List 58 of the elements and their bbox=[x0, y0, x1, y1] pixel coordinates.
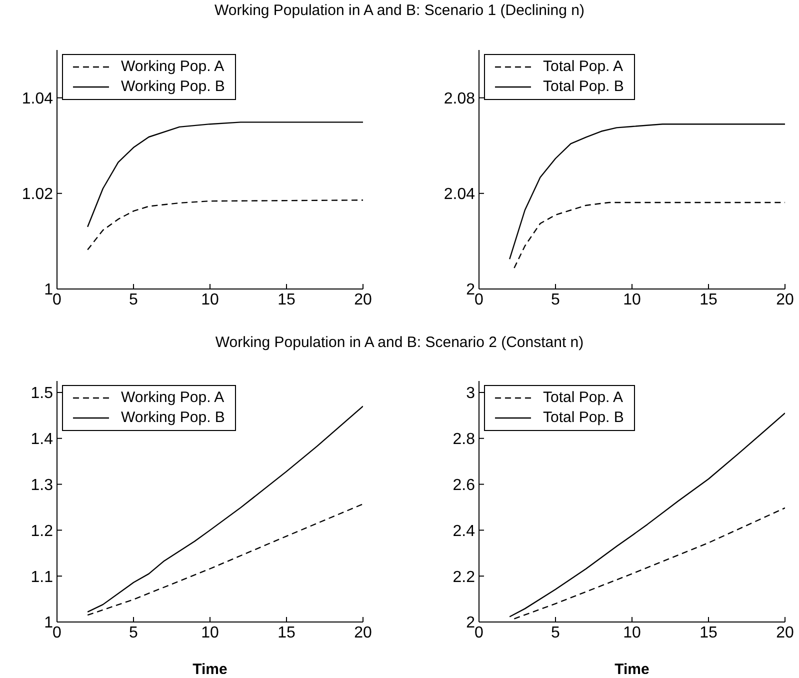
y-tick-label: 2.6 bbox=[452, 476, 476, 494]
x-axis-title: Time bbox=[192, 661, 228, 678]
x-tick-label: 5 bbox=[129, 624, 138, 642]
y-tick-label: 2.4 bbox=[452, 522, 476, 540]
y-tick-label: 2 bbox=[466, 282, 476, 299]
line-series bbox=[87, 406, 363, 612]
y-tick-label: 1 bbox=[44, 614, 54, 632]
legend-label: Working Pop. B bbox=[121, 77, 225, 97]
y-tick-label: 2.8 bbox=[452, 431, 476, 448]
x-tick-label: 0 bbox=[474, 291, 484, 308]
y-tick-label: 1.1 bbox=[30, 568, 54, 586]
line-series bbox=[87, 503, 363, 616]
line-series bbox=[509, 123, 785, 260]
legend-label: Working Pop. B bbox=[121, 408, 225, 428]
y-tick-label: 1 bbox=[44, 282, 54, 299]
legend-label: Total Pop. A bbox=[543, 388, 624, 408]
line-series bbox=[514, 202, 785, 269]
legend-label: Total Pop. A bbox=[543, 57, 624, 77]
x-tick-label: 0 bbox=[52, 624, 62, 642]
line-series bbox=[87, 122, 363, 228]
legend-label: Working Pop. A bbox=[121, 57, 224, 77]
y-tick-label: 2.2 bbox=[452, 568, 476, 586]
line-series bbox=[514, 507, 785, 620]
x-tick-label: 0 bbox=[474, 624, 484, 642]
x-axis-title: Time bbox=[614, 661, 650, 678]
x-tick-label: 15 bbox=[278, 291, 296, 308]
y-tick-label: 1.04 bbox=[22, 90, 54, 108]
x-tick-label: 10 bbox=[201, 291, 219, 308]
legend-label: Total Pop. B bbox=[543, 77, 624, 97]
legend-label: Working Pop. A bbox=[121, 388, 224, 408]
text: Working Population in A and B: Scenario 2 (Constant n) bbox=[214, 334, 585, 351]
x-tick-label: 0 bbox=[52, 291, 62, 308]
y-tick-label: 2 bbox=[466, 614, 476, 632]
y-tick-label: 1.3 bbox=[30, 476, 54, 494]
x-tick-label: 10 bbox=[201, 624, 219, 642]
x-tick-label: 20 bbox=[354, 291, 372, 308]
y-tick-label: 1.5 bbox=[30, 385, 54, 402]
legend-label: Total Pop. B bbox=[543, 408, 624, 428]
x-tick-label: 15 bbox=[700, 291, 718, 308]
y-tick-label: 2.04 bbox=[444, 186, 476, 204]
line-series bbox=[87, 199, 363, 250]
y-tick-label: 3 bbox=[466, 385, 476, 402]
x-tick-label: 5 bbox=[129, 291, 138, 308]
y-tick-label: 1.02 bbox=[22, 186, 54, 204]
x-tick-label: 20 bbox=[776, 624, 794, 642]
x-tick-label: 20 bbox=[776, 291, 794, 308]
text: Working Population in A and B: Scenario 1 (Declining n) bbox=[214, 2, 586, 19]
y-tick-label: 1.4 bbox=[30, 431, 54, 448]
y-tick-label: 1.2 bbox=[30, 522, 54, 540]
x-tick-label: 20 bbox=[354, 624, 372, 642]
y-tick-label: 2.08 bbox=[444, 90, 476, 108]
x-tick-label: 15 bbox=[278, 624, 296, 642]
x-tick-label: 10 bbox=[623, 624, 641, 642]
x-tick-label: 15 bbox=[700, 624, 718, 642]
line-series bbox=[509, 412, 785, 618]
x-tick-label: 5 bbox=[551, 624, 560, 642]
x-tick-label: 10 bbox=[623, 291, 641, 308]
x-tick-label: 5 bbox=[551, 291, 560, 308]
